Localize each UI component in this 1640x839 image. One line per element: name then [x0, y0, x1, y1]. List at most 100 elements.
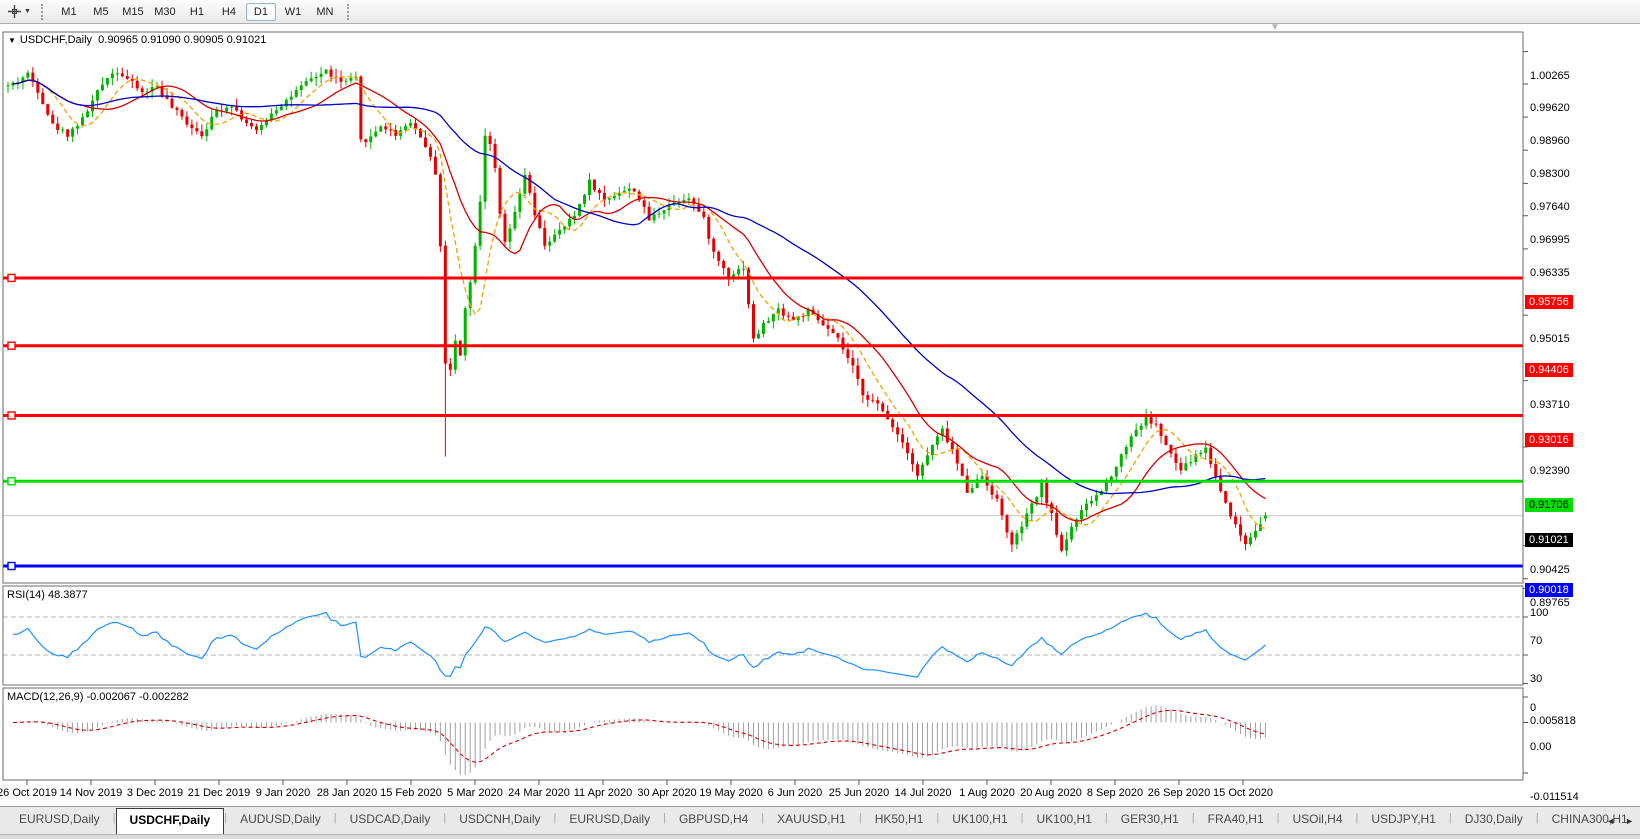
- chart-title-triangle-icon[interactable]: ▼: [8, 36, 16, 45]
- timeframe-button-mn[interactable]: MN: [316, 5, 334, 18]
- tabs-scroll-left-button[interactable]: ◄: [1606, 815, 1616, 826]
- chart-tab-eurusd-daily[interactable]: EURUSD,Daily: [569, 812, 651, 826]
- chart-tab-ger30-h1[interactable]: GER30,H1: [1120, 812, 1179, 826]
- macd-tick-label: 0.005818: [1530, 714, 1576, 727]
- price-level-badge: 0.95756: [1525, 294, 1573, 309]
- tab-separator: |: [858, 812, 862, 824]
- crosshair-cursor-icon[interactable]: [5, 3, 23, 21]
- chart-tab-dj30-daily[interactable]: DJ30,Daily: [1464, 812, 1523, 826]
- price-tick-label: 0.96995: [1530, 233, 1570, 246]
- toolbar-grip-handle[interactable]: [40, 3, 46, 20]
- chart-window: ▼ USDCHF,Daily 0.90965 0.91090 0.90905 0.…: [0, 22, 1640, 806]
- date-tick-label: 26 Sep 2020: [1147, 787, 1211, 799]
- chart-tab-audusd-daily[interactable]: AUDUSD,Daily: [240, 812, 321, 826]
- tab-separator: |: [936, 812, 940, 824]
- rsi-tick-label: 100: [1530, 606, 1549, 619]
- price-tick-label: 0.98960: [1530, 135, 1570, 148]
- date-tick-label: 26 Oct 2019: [0, 787, 57, 799]
- price-level-badge: 0.94406: [1525, 362, 1573, 377]
- tab-separator: |: [1535, 812, 1539, 824]
- timeframe-button-d1[interactable]: D1: [245, 2, 276, 21]
- price-tick-label: 0.89765: [1530, 596, 1570, 609]
- price-tick-label: 0.97640: [1530, 201, 1570, 214]
- price-tick-label: 1.00265: [1530, 69, 1570, 82]
- top-toolbar: ▼ M1 M5 M15 M30 H1 H4 D1 W1 MN: [0, 0, 1640, 24]
- date-tick-label: 1 Aug 2020: [959, 787, 1015, 799]
- chart-tab-usdjpy-h1[interactable]: USDJPY,H1: [1371, 812, 1436, 826]
- chart-tab-hk50-h1[interactable]: HK50,H1: [874, 812, 924, 826]
- price-tick-label: 0.98300: [1530, 168, 1570, 181]
- chart-tab-xauusd-h1[interactable]: XAUUSD,H1: [777, 812, 846, 826]
- chart-tab-uk100-h1[interactable]: UK100,H1: [1036, 812, 1092, 826]
- date-tick-label: 28 Jan 2020: [316, 787, 378, 799]
- date-tick-label: 9 Jan 2020: [255, 787, 311, 799]
- timeframe-button-w1[interactable]: W1: [284, 5, 302, 18]
- date-tick-label: 24 Mar 2020: [508, 787, 570, 799]
- chart-tabs-bar: EURUSD,Daily | USDCHF,Daily | AUDUSD,Daily | U…: [0, 806, 1640, 834]
- chart-tab-usoil-h4[interactable]: USOil,H4: [1292, 812, 1343, 826]
- price-tick-label: 0.96335: [1530, 266, 1570, 279]
- date-tick-label: 6 Jun 2020: [767, 787, 823, 799]
- date-tick-label: 8 Sep 2020: [1086, 787, 1144, 799]
- tab-separator: |: [1276, 812, 1280, 824]
- tab-separator: |: [1020, 812, 1024, 824]
- date-tick-label: 15 Oct 2020: [1213, 787, 1273, 799]
- tab-separator: |: [112, 812, 116, 824]
- price-tick-label: 0.92390: [1530, 464, 1570, 477]
- date-tick-label: 5 Mar 2020: [447, 787, 503, 799]
- tab-separator: |: [333, 812, 337, 824]
- tab-separator: |: [443, 812, 447, 824]
- date-tick-label: 19 May 2020: [699, 787, 763, 799]
- date-tick-label: 14 Nov 2019: [59, 787, 123, 799]
- chart-tab-fra40-h1[interactable]: FRA40,H1: [1207, 812, 1264, 826]
- status-strip: [0, 834, 1640, 839]
- date-tick-label: 25 Jun 2020: [828, 787, 890, 799]
- date-tick-label: 30 Apr 2020: [637, 787, 697, 799]
- timeframe-button-h1[interactable]: H1: [189, 5, 204, 18]
- tab-separator: |: [553, 812, 557, 824]
- timeframe-button-m30[interactable]: M30: [154, 5, 176, 18]
- rsi-tick-label: 70: [1530, 635, 1543, 647]
- tab-separator: |: [1355, 812, 1359, 824]
- tab-separator: |: [761, 812, 765, 824]
- price-tick-label: 0.99620: [1530, 101, 1570, 114]
- chart-tab-usdchf-daily[interactable]: USDCHF,Daily: [115, 808, 225, 834]
- chart-canvas[interactable]: [0, 24, 1640, 806]
- chart-ohlc-values: 0.90965 0.91090 0.90905 0.91021: [98, 34, 267, 46]
- timeframe-button-m15[interactable]: M15: [122, 5, 144, 18]
- macd-indicator-label: MACD(12,26,9) -0.002067 -0.002282: [7, 691, 189, 703]
- chart-tab-usdcnh-daily[interactable]: USDCNH,Daily: [459, 812, 541, 826]
- tab-separator: |: [1448, 812, 1452, 824]
- timeframe-button-h4[interactable]: H4: [221, 5, 236, 18]
- date-tick-label: 3 Dec 2019: [126, 787, 184, 799]
- price-level-badge: 0.93016: [1525, 432, 1573, 447]
- tab-separator: |: [224, 812, 228, 824]
- chart-shift-marker-icon[interactable]: ▼: [1270, 22, 1280, 33]
- chart-tab-uk100-h1[interactable]: UK100,H1: [952, 812, 1008, 826]
- price-level-badge: 0.91706: [1525, 498, 1573, 513]
- date-tick-label: 21 Dec 2019: [187, 787, 251, 799]
- chart-tab-usdcad-daily[interactable]: USDCAD,Daily: [349, 812, 431, 826]
- price-tick-label: 0.90425: [1530, 563, 1570, 576]
- toolbar-grip-handle-2[interactable]: [346, 3, 352, 20]
- tab-separator: |: [1104, 812, 1108, 824]
- date-tick-label: 20 Aug 2020: [1020, 787, 1082, 799]
- chart-tab-eurusd-daily[interactable]: EURUSD,Daily: [19, 812, 100, 826]
- chart-tab-china300-h1[interactable]: CHINA300,H1: [1551, 812, 1628, 826]
- rsi-tick-label: 0: [1530, 701, 1537, 714]
- macd-tick-label: 0.00: [1530, 740, 1552, 753]
- date-tick-label: 15 Feb 2020: [380, 787, 442, 799]
- tabs-scroll-right-button[interactable]: ►: [1625, 815, 1634, 826]
- price-level-badge: 0.91021: [1525, 532, 1573, 547]
- timeframe-button-m1[interactable]: M1: [61, 5, 77, 18]
- rsi-indicator-label: RSI(14) 48.3877: [7, 589, 88, 601]
- price-tick-label: 0.95015: [1530, 333, 1570, 346]
- chart-tab-gbpusd-h4[interactable]: GBPUSD,H4: [678, 812, 749, 826]
- timeframe-button-m5[interactable]: M5: [93, 5, 109, 18]
- tab-separator: |: [1191, 812, 1195, 824]
- macd-tick-label: -0.011514: [1530, 790, 1579, 803]
- price-level-badge: 0.90018: [1525, 583, 1573, 597]
- date-tick-label: 11 Apr 2020: [573, 787, 633, 799]
- rsi-tick-label: 30: [1530, 673, 1543, 685]
- cursor-dropdown-arrow-icon[interactable]: ▼: [24, 8, 31, 15]
